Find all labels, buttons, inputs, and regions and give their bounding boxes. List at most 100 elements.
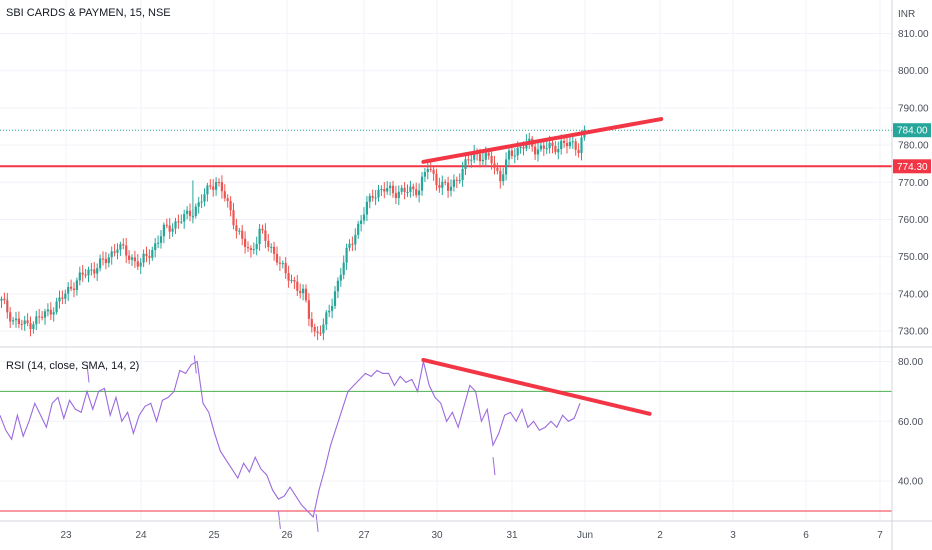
candle-body [557, 149, 560, 153]
candle-body [354, 234, 357, 245]
candle-body [226, 198, 229, 201]
candle-body [12, 320, 15, 322]
rsi-trendline[interactable] [421, 357, 652, 416]
candle-body [397, 191, 400, 199]
candle-body [333, 291, 337, 306]
price-tick-label: 770.00 [898, 178, 929, 189]
candle-body [93, 269, 96, 274]
last-price-label: 784.00 [897, 126, 928, 137]
candle-body [99, 258, 102, 269]
candle-body [261, 228, 264, 231]
candle-body [351, 243, 354, 245]
date-label: 6 [803, 530, 809, 541]
date-label: 25 [208, 530, 220, 541]
candle-body [168, 225, 171, 232]
candle-body [484, 152, 487, 160]
rsi-spike [193, 355, 197, 374]
candle-body [507, 150, 511, 160]
candle-body [67, 286, 70, 294]
candle-body [331, 305, 334, 311]
candle-body [151, 250, 154, 258]
candle-body [423, 172, 426, 177]
candle-body [481, 159, 484, 162]
candle-body [470, 159, 473, 161]
candle-body [409, 186, 412, 192]
rsi-title: RSI (14, close, SMA, 14, 2) [6, 360, 139, 372]
candle-body [563, 140, 566, 143]
candle-body [130, 257, 134, 260]
candle-body [304, 288, 308, 301]
candle-body [467, 159, 470, 161]
candle-body [264, 230, 267, 241]
candle-body [81, 272, 84, 275]
candle-body [107, 257, 110, 264]
price-tick-label: 790.00 [898, 103, 929, 114]
date-label: 30 [431, 530, 443, 541]
candle-body [43, 311, 47, 318]
candle-body [174, 221, 177, 229]
candle-body [510, 150, 513, 156]
candle-body [339, 274, 342, 281]
candle-body [70, 286, 73, 289]
candle-body [20, 323, 23, 325]
candle-body [55, 301, 58, 313]
candle-body [412, 186, 415, 190]
candle-body [64, 293, 67, 299]
candle-body [49, 309, 52, 315]
candle-body [194, 206, 197, 216]
candle-body [84, 274, 87, 276]
candle-body [9, 312, 12, 322]
candle-body [139, 262, 142, 267]
candle-body [23, 320, 26, 325]
candles [0, 125, 586, 341]
candle-body [206, 185, 209, 195]
candle-body [287, 273, 290, 281]
candle-body [394, 193, 397, 199]
candle-body [328, 310, 331, 313]
candle-body [400, 187, 403, 192]
candle-body [212, 186, 215, 190]
candle-body [519, 146, 522, 148]
candle-body [101, 258, 105, 260]
candle-body [348, 243, 351, 248]
candle-body [183, 213, 186, 222]
candle-body [418, 190, 421, 196]
candle-body [574, 141, 577, 150]
date-label: 2 [657, 530, 663, 541]
candle-body [539, 145, 542, 150]
price-tick-label: 760.00 [898, 215, 929, 226]
candle-body [371, 195, 374, 198]
candle-body [119, 244, 122, 250]
candle-body [180, 221, 183, 223]
candle-body [110, 251, 113, 258]
candle-body [565, 142, 569, 147]
price-tick-label: 810.00 [898, 29, 929, 40]
candle-body [374, 197, 377, 199]
candle-body [336, 280, 339, 292]
candle-body [122, 244, 125, 246]
last-price-badge [893, 123, 931, 138]
rsi-plot [0, 355, 581, 533]
trendlines[interactable] [421, 117, 664, 416]
candle-body [360, 220, 363, 224]
candle-body [473, 151, 476, 160]
candle-body [380, 189, 383, 191]
candle-body [72, 288, 76, 291]
candle-body [125, 245, 128, 256]
candle-body [432, 169, 435, 174]
candle-body [461, 168, 464, 181]
candle-body [577, 149, 580, 153]
candle-body [362, 214, 366, 221]
candle-body [244, 238, 247, 248]
currency-label: INR [898, 9, 915, 20]
candle-body [391, 185, 395, 194]
candle-body [325, 312, 328, 325]
candle-body [438, 185, 441, 188]
price-tick-label: 780.00 [898, 141, 929, 152]
candle-body [188, 210, 192, 217]
price-trendline[interactable] [421, 117, 664, 164]
candle-body [258, 228, 261, 244]
candle-body [571, 141, 574, 143]
